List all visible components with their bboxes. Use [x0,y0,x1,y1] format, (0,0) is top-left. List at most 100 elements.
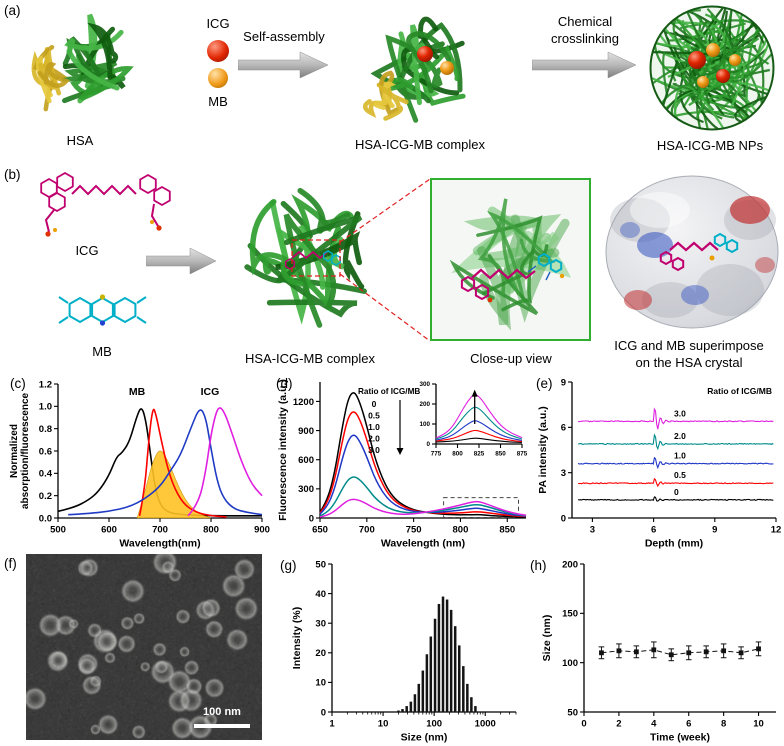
svg-text:PA intensity (a.u.): PA intensity (a.u.) [537,406,549,494]
svg-text:6: 6 [686,719,691,730]
svg-text:1200: 1200 [293,397,314,408]
svg-text:0: 0 [426,441,430,448]
closeup-view-box [430,178,591,341]
svg-text:850: 850 [499,525,515,536]
icg-sphere [207,40,229,62]
svg-text:100: 100 [426,719,442,730]
complex-a-caption: HSA-ICG-MB complex [354,137,486,152]
panel-f-label: (f) [4,556,17,571]
mb-structure-illustration [58,294,147,326]
svg-text:40: 40 [315,589,326,600]
svg-text:12: 12 [771,525,782,536]
svg-text:1000: 1000 [475,719,496,730]
svg-text:absorption/fluorescence: absorption/fluorescence [20,392,31,509]
complex-b-caption: HSA-ICG-MB complex [244,351,376,366]
svg-text:700: 700 [152,525,168,536]
chart-e-pa-intensity: 3 6 9 12 0 3 6 9 Depth (mm) PA intensity (a.u.) Ra… [537,377,782,550]
self-assembly-arrow [238,51,329,79]
svg-text:6: 6 [561,423,566,434]
svg-text:1.0: 1.0 [674,451,686,461]
svg-text:20: 20 [315,648,326,659]
svg-text:0: 0 [309,513,314,524]
svg-text:900: 900 [254,525,270,536]
svg-text:800: 800 [452,450,463,457]
crosslinking-label-line2: crosslinking [551,31,619,46]
svg-text:Depth (mm): Depth (mm) [645,538,703,550]
svg-text:8: 8 [721,719,726,730]
mb-legend-label: MB [208,94,228,109]
svg-text:0: 0 [581,719,586,730]
svg-text:0: 0 [674,487,679,497]
svg-text:50: 50 [567,707,578,718]
self-assembly-label: Self-assembly [243,29,325,44]
panel-c-label: (c) [10,376,26,391]
svg-text:Fluorescence intensity (a.u.): Fluorescence intensity (a.u.) [277,379,289,521]
svg-text:MB: MB [129,386,146,398]
svg-text:700: 700 [359,525,375,536]
svg-text:300: 300 [298,484,314,495]
mb-sphere [208,68,228,88]
svg-text:600: 600 [101,525,117,536]
svg-text:1.2: 1.2 [39,379,52,390]
chart-g-size-distribution: 1 10 100 1000 0 10 20 30 40 50 Size (nm) Intensity … [291,559,517,744]
svg-text:150: 150 [562,609,578,620]
svg-text:775: 775 [431,450,442,457]
nanoparticle-illustration [649,5,775,131]
svg-text:850: 850 [495,450,506,457]
svg-text:Ratio of ICG/MB: Ratio of ICG/MB [707,386,772,396]
svg-text:0: 0 [372,399,377,409]
svg-text:0.4: 0.4 [39,469,53,480]
closeup-caption: Close-up view [470,351,552,366]
svg-text:Time (week): Time (week) [650,732,710,744]
svg-text:30: 30 [315,619,326,630]
svg-text:Ratio of ICG/MB: Ratio of ICG/MB [358,387,420,396]
hsa-icg-mb-complex-illustration [362,16,466,123]
svg-text:100: 100 [419,421,430,428]
svg-text:10: 10 [753,719,764,730]
svg-text:Size (nm): Size (nm) [401,732,448,744]
svg-text:1.0: 1.0 [39,402,52,413]
icg-legend-label: ICG [206,16,230,31]
svg-text:1: 1 [329,719,335,730]
complex-b-illustration [244,187,367,328]
svg-text:50: 50 [315,559,326,570]
svg-text:1.0: 1.0 [368,422,380,432]
svg-text:600: 600 [298,455,314,466]
panel-e-label: (e) [536,376,553,391]
crosslinking-arrow [532,51,637,79]
svg-text:0.0: 0.0 [39,513,52,524]
svg-text:900: 900 [298,426,314,437]
tem-scalebar [194,724,250,728]
svg-text:10: 10 [315,678,326,689]
svg-text:0.5: 0.5 [674,470,686,480]
svg-text:4: 4 [651,719,657,730]
svg-text:3.0: 3.0 [368,445,380,455]
svg-text:100: 100 [562,658,578,669]
svg-text:200: 200 [419,401,430,408]
svg-text:9: 9 [712,525,717,536]
svg-text:2.0: 2.0 [368,434,380,444]
svg-text:3.0: 3.0 [674,408,686,418]
hsa-ribbon-illustration [31,13,134,112]
svg-text:2: 2 [616,719,621,730]
svg-text:0: 0 [321,707,326,718]
tem-image: 100 nm [26,554,262,740]
panel-b-label: (b) [4,167,21,182]
svg-text:0: 0 [561,513,566,524]
svg-text:0.6: 0.6 [39,446,52,457]
chart-d-fluorescence-intensity: 650 700 750 800 850 0 300 600 900 1200 Wavelength … [277,378,528,550]
svg-text:2.0: 2.0 [674,431,686,441]
icg-structure-illustration [40,171,171,237]
svg-text:Wavelength (nm): Wavelength (nm) [381,538,465,550]
svg-text:9: 9 [561,377,566,388]
superimpose-caption-line1: ICG and MB superimpose [614,338,764,353]
chart-c-absorption-fluorescence-spectra: 500 600 700 800 900 0.0 0.2 0.4 0.6 0.8 1.0 1.2 Wave… [9,379,270,550]
svg-text:Wavelength(nm): Wavelength(nm) [119,538,200,550]
svg-text:500: 500 [50,525,66,536]
svg-text:650: 650 [312,525,328,536]
svg-text:825: 825 [474,450,485,457]
svg-text:750: 750 [406,525,422,536]
svg-text:300: 300 [419,381,430,388]
hsa-caption: HSA [66,133,94,148]
